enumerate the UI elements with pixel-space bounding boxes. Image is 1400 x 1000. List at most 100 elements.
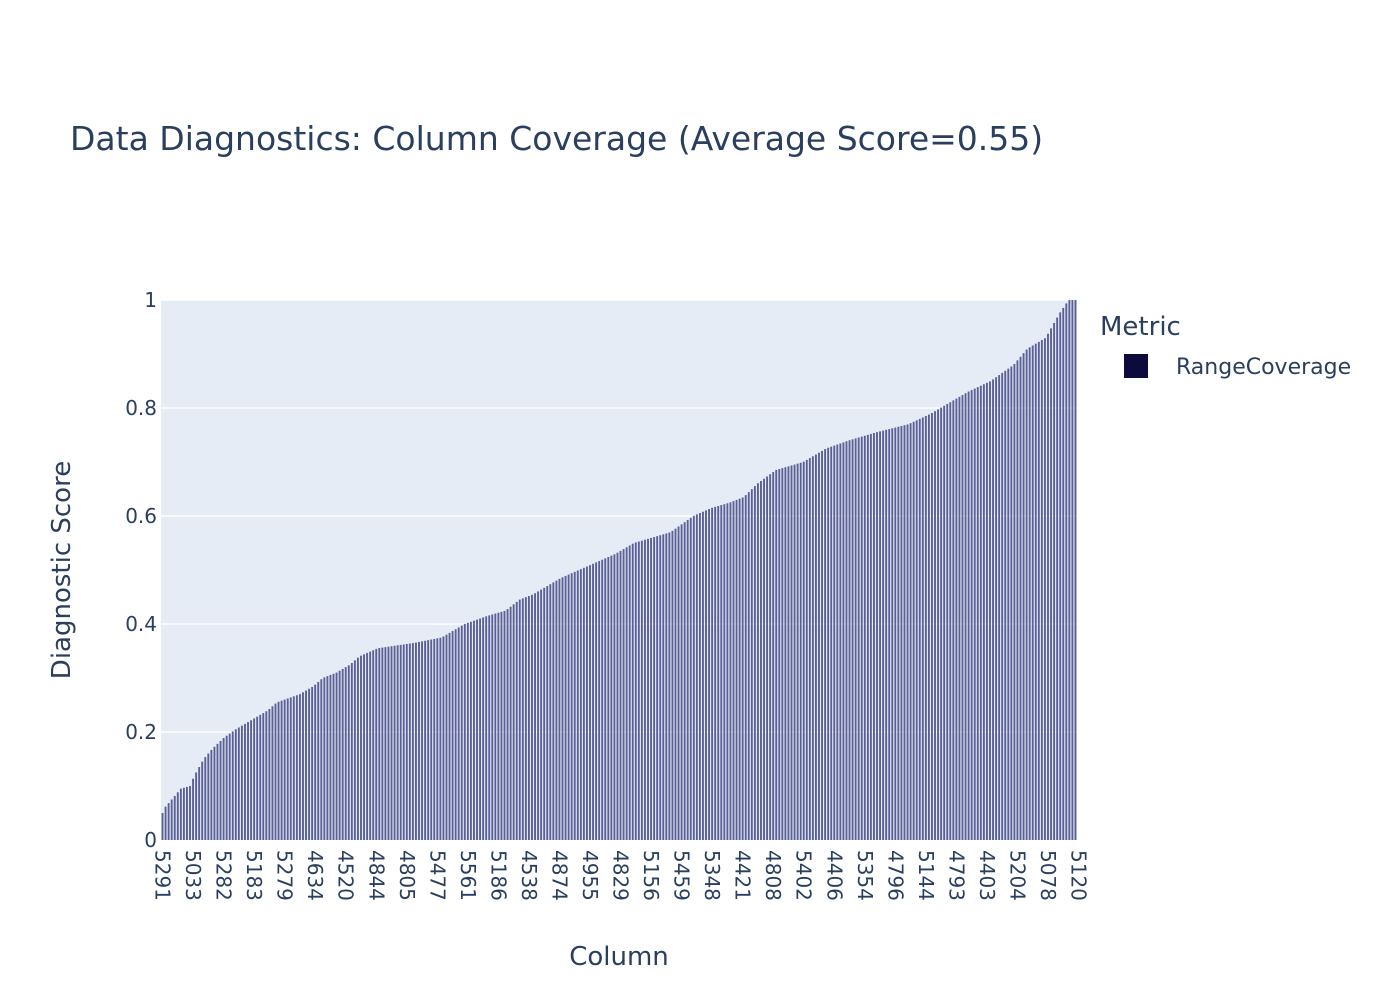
bar[interactable] — [518, 599, 521, 840]
bar[interactable] — [717, 505, 720, 840]
bar[interactable] — [711, 507, 714, 840]
bar[interactable] — [433, 638, 436, 840]
bar[interactable] — [695, 514, 698, 840]
bar[interactable] — [833, 445, 836, 840]
bar[interactable] — [1059, 312, 1062, 840]
bar[interactable] — [244, 723, 246, 840]
bar[interactable] — [824, 449, 827, 840]
bar[interactable] — [766, 476, 769, 840]
bar[interactable] — [961, 395, 964, 840]
bar[interactable] — [295, 695, 298, 840]
bar[interactable] — [729, 502, 732, 840]
bar[interactable] — [625, 547, 628, 840]
bar[interactable] — [189, 785, 191, 840]
bar[interactable] — [344, 667, 347, 840]
bar[interactable] — [305, 690, 307, 840]
bar[interactable] — [274, 703, 277, 840]
bar[interactable] — [399, 644, 402, 840]
bar[interactable] — [576, 570, 579, 840]
bar[interactable] — [271, 706, 274, 840]
bar[interactable] — [210, 749, 213, 840]
bar[interactable] — [247, 722, 249, 840]
bar[interactable] — [927, 414, 930, 840]
bar[interactable] — [839, 443, 842, 840]
bar[interactable] — [534, 593, 536, 840]
bar[interactable] — [964, 393, 967, 840]
bar[interactable] — [674, 528, 677, 840]
bar[interactable] — [182, 787, 185, 840]
bar[interactable] — [830, 446, 833, 840]
bar[interactable] — [613, 554, 616, 840]
bar[interactable] — [415, 642, 417, 840]
bar[interactable] — [1013, 363, 1016, 840]
bar[interactable] — [1016, 360, 1019, 840]
bar[interactable] — [677, 526, 680, 840]
bar[interactable] — [332, 673, 335, 840]
bar[interactable] — [692, 515, 695, 840]
bar[interactable] — [378, 648, 381, 840]
bar[interactable] — [372, 650, 375, 840]
legend-item-label[interactable]: RangeCoverage — [1176, 355, 1351, 380]
bar[interactable] — [598, 561, 601, 840]
bar[interactable] — [186, 786, 188, 840]
bar[interactable] — [430, 639, 433, 840]
bar[interactable] — [647, 538, 649, 840]
bar[interactable] — [1062, 307, 1065, 840]
bar[interactable] — [604, 558, 607, 840]
bar[interactable] — [851, 439, 854, 840]
bar[interactable] — [314, 684, 317, 840]
bar[interactable] — [592, 563, 594, 840]
bar[interactable] — [219, 740, 222, 840]
bar[interactable] — [488, 615, 491, 840]
bar[interactable] — [335, 672, 338, 840]
bar[interactable] — [790, 465, 793, 840]
bar[interactable] — [170, 799, 173, 840]
bar[interactable] — [268, 708, 271, 840]
bar[interactable] — [753, 486, 756, 840]
bar[interactable] — [671, 530, 674, 840]
bar[interactable] — [976, 387, 979, 840]
bar[interactable] — [622, 549, 625, 840]
bar[interactable] — [683, 522, 686, 840]
bar[interactable] — [744, 495, 747, 840]
bar[interactable] — [549, 584, 552, 840]
bar[interactable] — [198, 767, 201, 840]
bar[interactable] — [955, 398, 958, 840]
bar[interactable] — [949, 402, 952, 840]
bar[interactable] — [485, 616, 488, 840]
bar[interactable] — [469, 621, 472, 840]
bar[interactable] — [705, 510, 707, 840]
bar[interactable] — [732, 501, 735, 840]
bar[interactable] — [1050, 328, 1052, 840]
bar[interactable] — [436, 638, 439, 840]
bar[interactable] — [894, 427, 897, 840]
bar[interactable] — [512, 604, 515, 840]
bar[interactable] — [408, 643, 411, 840]
bar[interactable] — [967, 391, 970, 840]
bar[interactable] — [619, 550, 622, 840]
bar[interactable] — [848, 440, 851, 840]
bar[interactable] — [924, 415, 927, 840]
bar[interactable] — [222, 738, 225, 840]
bar[interactable] — [879, 431, 881, 840]
bar[interactable] — [634, 542, 637, 840]
bar[interactable] — [885, 429, 888, 840]
bar[interactable] — [1028, 347, 1031, 840]
bar[interactable] — [793, 464, 796, 840]
bar[interactable] — [985, 382, 988, 840]
bar[interactable] — [662, 534, 665, 840]
bar[interactable] — [543, 587, 546, 840]
bar[interactable] — [860, 436, 863, 840]
bar[interactable] — [585, 566, 588, 840]
bar[interactable] — [665, 533, 668, 840]
bar[interactable] — [317, 681, 320, 840]
bar[interactable] — [259, 714, 262, 840]
bar[interactable] — [903, 425, 906, 840]
bar[interactable] — [1025, 349, 1028, 840]
bar[interactable] — [375, 648, 378, 840]
bar[interactable] — [628, 545, 631, 840]
bar[interactable] — [808, 458, 811, 840]
bar[interactable] — [992, 379, 994, 840]
bar[interactable] — [366, 652, 369, 840]
bar[interactable] — [769, 474, 772, 840]
